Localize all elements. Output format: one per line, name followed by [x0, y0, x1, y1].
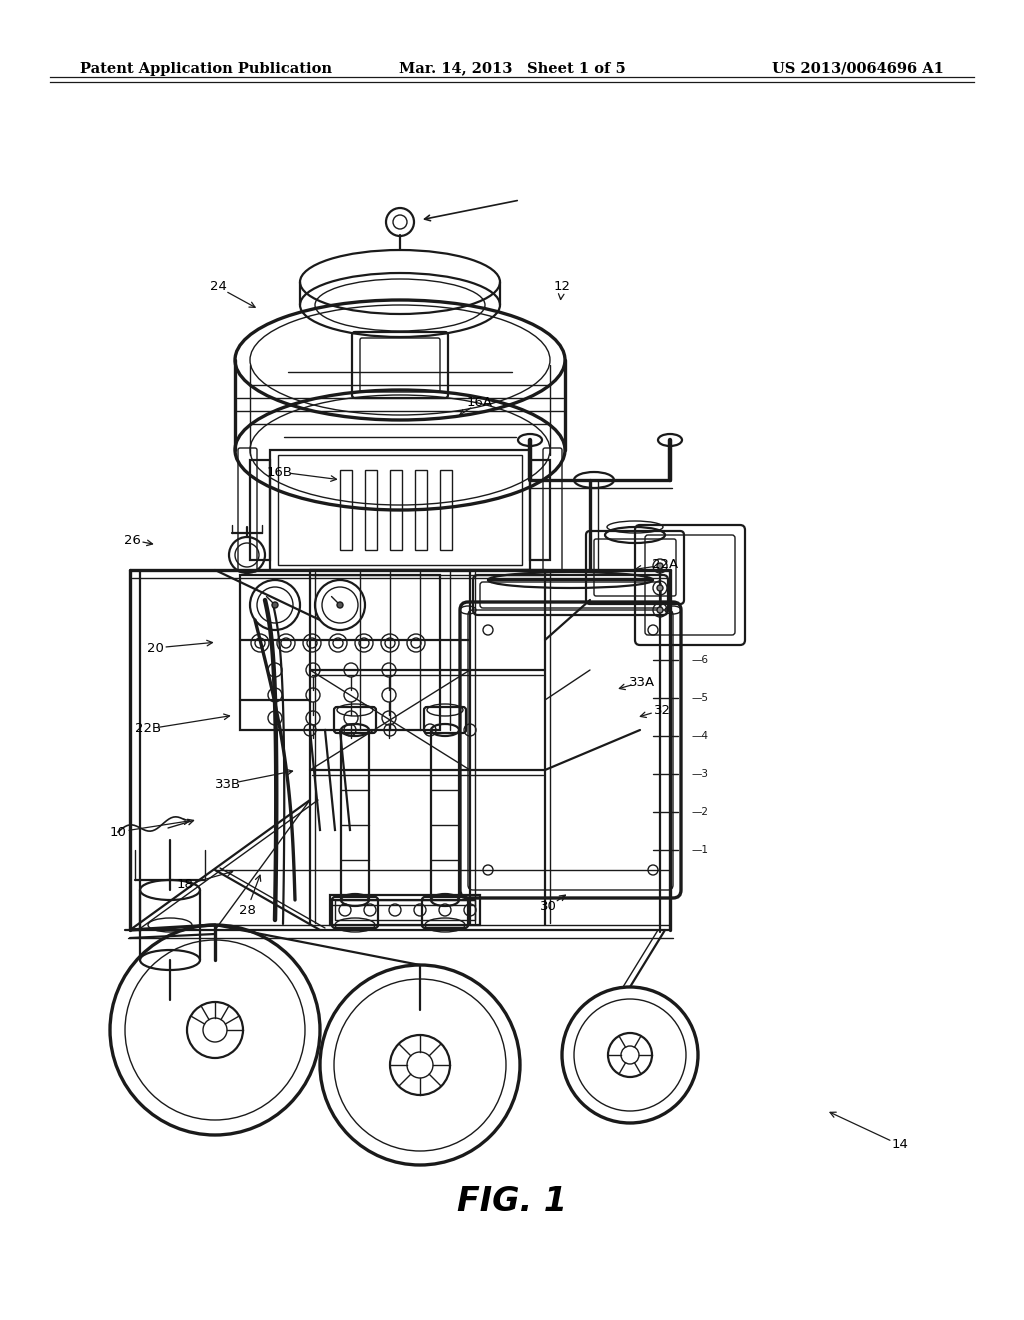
Text: 30: 30: [540, 900, 556, 913]
Circle shape: [657, 564, 663, 569]
Circle shape: [657, 607, 663, 612]
Text: 18: 18: [176, 879, 194, 891]
Text: 28: 28: [239, 903, 255, 916]
Text: —2: —2: [691, 807, 708, 817]
Text: US 2013/0064696 A1: US 2013/0064696 A1: [772, 62, 944, 75]
Bar: [278, 455, 522, 565]
Text: Patent Application Publication: Patent Application Publication: [80, 62, 332, 75]
Text: 26: 26: [124, 533, 140, 546]
Text: —1: —1: [691, 845, 708, 855]
Circle shape: [272, 602, 278, 609]
Bar: [390, 470, 402, 550]
Bar: [340, 470, 352, 550]
Text: 33B: 33B: [215, 777, 241, 791]
Text: 12: 12: [554, 281, 570, 293]
Text: 10: 10: [110, 825, 126, 838]
Text: 16A: 16A: [467, 396, 493, 408]
Text: 20: 20: [146, 642, 164, 655]
Text: 22B: 22B: [135, 722, 161, 735]
Bar: [365, 470, 377, 550]
Text: 32: 32: [653, 704, 671, 717]
Text: 14: 14: [892, 1138, 908, 1151]
Circle shape: [337, 602, 343, 609]
Bar: [270, 450, 530, 570]
Text: —4: —4: [691, 731, 708, 741]
Bar: [415, 470, 427, 550]
Bar: [240, 576, 440, 730]
Text: —6: —6: [691, 655, 708, 665]
Text: Mar. 14, 2013 Sheet 1 of 5: Mar. 14, 2013 Sheet 1 of 5: [398, 62, 626, 75]
Bar: [250, 459, 270, 560]
Bar: [530, 459, 550, 560]
Text: 16B: 16B: [267, 466, 293, 479]
Text: —5: —5: [691, 693, 708, 704]
Text: 33A: 33A: [629, 676, 655, 689]
Bar: [335, 900, 475, 920]
Text: FIG. 1: FIG. 1: [457, 1185, 567, 1217]
Text: 22A: 22A: [652, 558, 678, 572]
Text: 24: 24: [210, 281, 226, 293]
Circle shape: [657, 585, 663, 591]
Bar: [330, 895, 480, 925]
Text: —3: —3: [691, 770, 708, 779]
Bar: [440, 470, 452, 550]
